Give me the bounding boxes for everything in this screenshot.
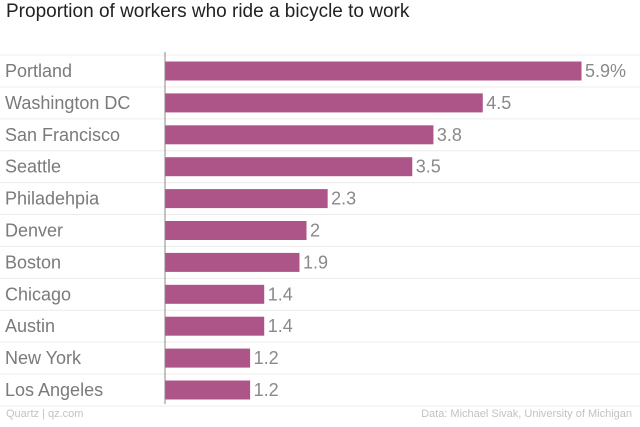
- value-label: 1.2: [254, 380, 279, 400]
- category-label: Denver: [5, 221, 63, 241]
- footer-source-right: Data: Michael Sivak, University of Michi…: [421, 408, 632, 420]
- bar: [165, 189, 328, 209]
- value-label: 3.5: [416, 157, 441, 177]
- bar: [165, 316, 265, 336]
- bar: [165, 157, 413, 177]
- value-label: 1.4: [268, 316, 293, 336]
- bar: [165, 348, 251, 368]
- value-label: 1.2: [254, 348, 279, 368]
- category-label: Seattle: [5, 157, 61, 177]
- category-label: Austin: [5, 316, 55, 336]
- bar: [165, 93, 483, 113]
- value-label: 3.8: [437, 125, 462, 145]
- value-label: 1.4: [268, 284, 293, 304]
- value-label: 2.3: [331, 189, 356, 209]
- category-label: Chicago: [5, 284, 71, 304]
- bar: [165, 380, 251, 400]
- bar: [165, 125, 434, 145]
- category-label: New York: [5, 348, 82, 368]
- category-label: Los Angeles: [5, 380, 103, 400]
- bar: [165, 61, 582, 81]
- category-label: Portland: [5, 61, 72, 81]
- category-label: Boston: [5, 252, 61, 272]
- value-label: 5.9%: [585, 61, 626, 81]
- bar: [165, 284, 265, 304]
- category-label: Philadehpia: [5, 189, 100, 209]
- chart-title: Proportion of workers who ride a bicycle…: [6, 1, 410, 22]
- category-label: Washington DC: [5, 93, 130, 113]
- category-label: San Francisco: [5, 125, 120, 145]
- value-label: 2: [310, 221, 320, 241]
- value-label: 4.5: [486, 93, 511, 113]
- bar: [165, 252, 300, 272]
- footer-source-left: Quartz | qz.com: [6, 408, 84, 420]
- bar: [165, 221, 307, 240]
- value-label: 1.9: [303, 252, 328, 272]
